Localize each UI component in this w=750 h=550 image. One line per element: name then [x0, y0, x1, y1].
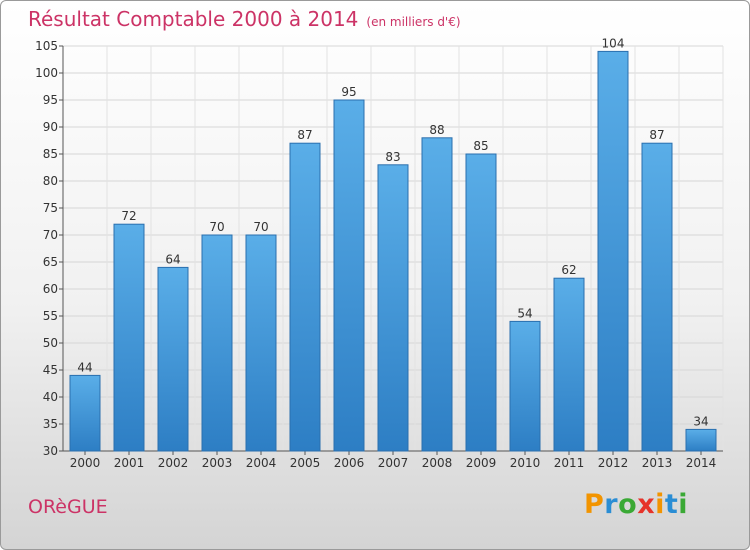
data-label-2000: 44 [77, 360, 92, 374]
data-label-2001: 72 [121, 209, 136, 223]
data-label-2007: 83 [385, 150, 400, 164]
logo-letter: i [655, 489, 665, 520]
x-tick-label: 2002 [158, 456, 189, 470]
y-tick-label: 100 [35, 66, 58, 80]
y-tick-label: 60 [43, 282, 58, 296]
bar-2013 [641, 142, 673, 452]
x-tick-label: 2000 [70, 456, 101, 470]
data-label-2013: 87 [649, 128, 664, 142]
commune-name: ORèGUE [28, 496, 108, 518]
y-tick-label: 35 [43, 417, 58, 431]
bar-2004 [245, 234, 277, 452]
logo-letter: i [678, 489, 689, 520]
data-labels: 44 72 64 70 70 87 95 83 88 85 54 62 104 87 34 [77, 36, 708, 428]
x-tick-label: 2014 [686, 456, 717, 470]
chart-title-text: Résultat Comptable 2000 à 2014 [28, 7, 359, 31]
x-tick-label: 2003 [202, 456, 233, 470]
y-tick-label: 65 [43, 255, 58, 269]
y-tick-label: 80 [43, 174, 58, 188]
bar-2003 [201, 234, 233, 452]
x-tick-label: 2005 [290, 456, 321, 470]
chart-title: Résultat Comptable 2000 à 2014 (en millie… [28, 7, 461, 31]
y-tick-label: 30 [43, 444, 58, 458]
data-label-2005: 87 [297, 128, 312, 142]
x-tick-label: 2010 [510, 456, 541, 470]
y-tick-label: 105 [35, 39, 58, 53]
bar-2007 [377, 164, 409, 452]
y-tick-label: 50 [43, 336, 58, 350]
bar-2010 [509, 320, 541, 452]
x-tick-label: 2008 [422, 456, 453, 470]
logo-letter: r [604, 489, 619, 520]
bar-2011 [553, 277, 585, 452]
y-tick-label: 45 [43, 363, 58, 377]
x-tick-label: 2007 [378, 456, 409, 470]
bar-2000 [69, 374, 101, 452]
data-label-2014: 34 [693, 414, 708, 428]
data-label-2006: 95 [341, 85, 356, 99]
proxiti-logo[interactable]: Proxiti [584, 489, 688, 520]
y-tick-label: 95 [43, 93, 58, 107]
x-tick-label: 2006 [334, 456, 365, 470]
data-label-2008: 88 [429, 123, 444, 137]
bar-2002 [157, 266, 189, 452]
y-tick-label: 75 [43, 201, 58, 215]
data-label-2010: 54 [517, 306, 532, 320]
data-label-2011: 62 [561, 263, 576, 277]
data-label-2004: 70 [253, 220, 268, 234]
bar-2014 [685, 428, 717, 452]
logo-letter: o [618, 489, 638, 520]
x-tick-label: 2013 [642, 456, 673, 470]
y-tick-label: 55 [43, 309, 58, 323]
logo-letter: x [637, 489, 656, 520]
data-label-2009: 85 [473, 139, 488, 153]
logo-letter: t [664, 489, 679, 520]
x-tick-label: 2004 [246, 456, 277, 470]
y-tick-label: 70 [43, 228, 58, 242]
y-tick-label: 40 [43, 390, 58, 404]
x-tick-label: 2009 [466, 456, 497, 470]
logo-letter: P [584, 489, 605, 520]
axes: 30 35 40 45 50 55 60 65 70 75 80 85 90 95 100 105 2000 20… [35, 39, 723, 470]
x-tick-label: 2011 [554, 456, 585, 470]
data-label-2003: 70 [209, 220, 224, 234]
x-tick-label: 2012 [598, 456, 629, 470]
x-tick-label: 2001 [114, 456, 145, 470]
bar-2009 [465, 153, 497, 452]
bars [69, 50, 717, 452]
y-tick-label: 90 [43, 120, 58, 134]
bar-2012 [597, 50, 629, 452]
bar-2008 [421, 137, 453, 452]
bar-2006 [333, 99, 365, 452]
chart-subtitle: (en milliers d'€) [366, 15, 461, 29]
data-label-2002: 64 [165, 252, 180, 266]
bar-2001 [113, 223, 145, 452]
data-label-2012: 104 [602, 36, 625, 50]
bar-2005 [289, 142, 321, 452]
y-tick-label: 85 [43, 147, 58, 161]
